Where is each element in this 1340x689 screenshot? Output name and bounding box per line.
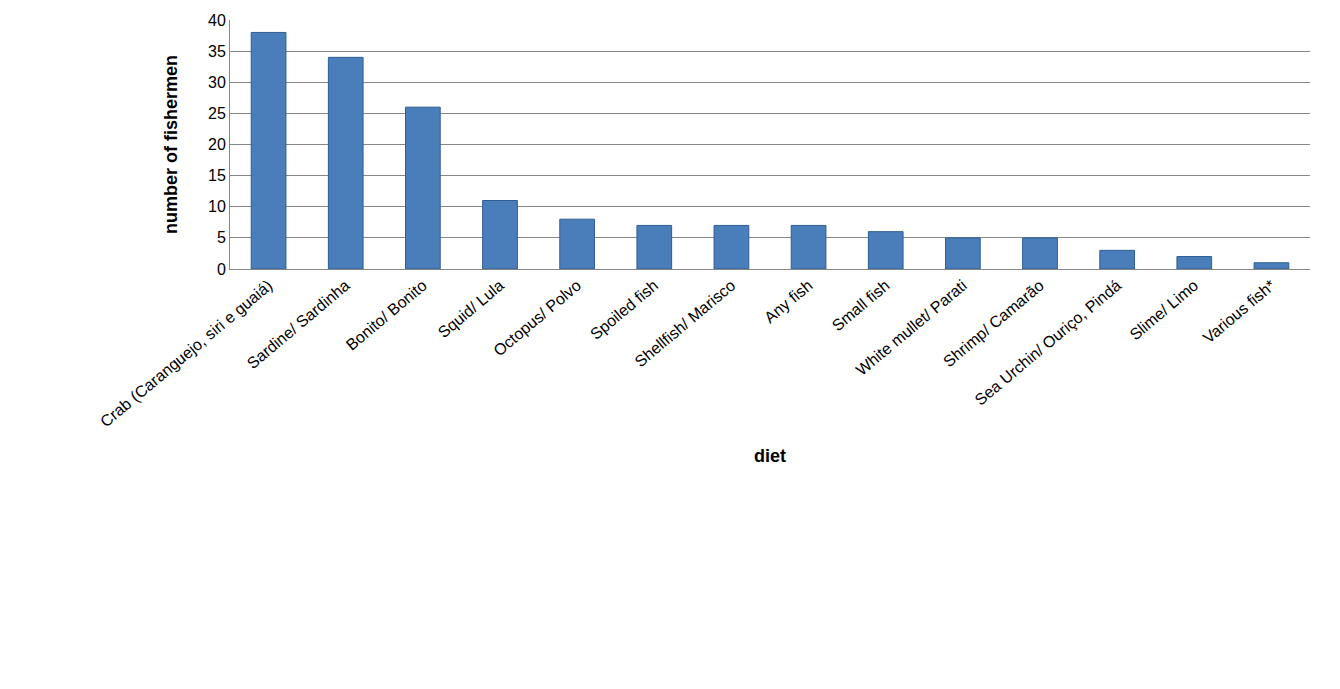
svg-text:Various fish*: Various fish* xyxy=(1200,277,1279,347)
svg-text:Spoiled fish: Spoiled fish xyxy=(587,277,661,343)
svg-text:40: 40 xyxy=(208,12,226,29)
svg-text:0: 0 xyxy=(217,261,226,278)
svg-text:35: 35 xyxy=(208,43,226,60)
svg-text:White mullet/ Parati: White mullet/ Parati xyxy=(853,277,970,379)
svg-text:Crab (Caranguejo, siri e guaiá: Crab (Caranguejo, siri e guaiá) xyxy=(97,277,276,431)
svg-text:5: 5 xyxy=(217,229,226,246)
svg-text:20: 20 xyxy=(208,136,226,153)
svg-text:15: 15 xyxy=(208,167,226,184)
svg-text:10: 10 xyxy=(208,198,226,215)
svg-text:Slime/ Limo: Slime/ Limo xyxy=(1126,277,1201,344)
svg-text:Sardine/ Sardinha: Sardine/ Sardinha xyxy=(244,277,353,372)
svg-text:Squid/ Lula: Squid/ Lula xyxy=(435,277,507,342)
svg-text:30: 30 xyxy=(208,74,226,91)
svg-text:number of fishermen: number of fishermen xyxy=(161,55,181,234)
svg-text:Sea Urchin/ Ouriço, Pindá: Sea Urchin/ Ouriço, Pindá xyxy=(972,277,1125,409)
svg-text:Small fish: Small fish xyxy=(829,277,893,335)
svg-text:Any fish: Any fish xyxy=(761,277,816,327)
svg-text:Shrimp/ Camarão: Shrimp/ Camarão xyxy=(940,277,1047,371)
svg-text:25: 25 xyxy=(208,105,226,122)
svg-text:Bonito/ Bonito: Bonito/ Bonito xyxy=(343,277,430,354)
svg-text:diet: diet xyxy=(754,446,786,466)
svg-text:Shellfish/ Marisco: Shellfish/ Marisco xyxy=(632,277,739,371)
svg-text:Octopus/ Polvo: Octopus/ Polvo xyxy=(490,277,584,360)
